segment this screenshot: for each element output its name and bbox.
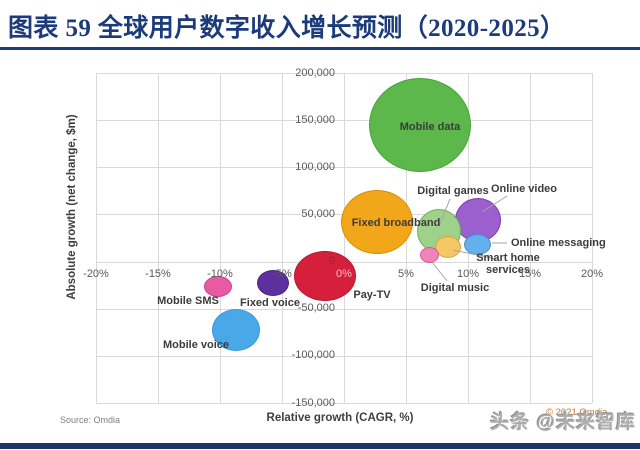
y-tick-label: 50,000 <box>301 207 335 220</box>
y-tick-label: 0 <box>328 255 335 268</box>
bubble-label-online-video: Online video <box>490 183 558 195</box>
bubble-mobile-voice <box>212 309 261 352</box>
gridline-vertical <box>344 73 345 403</box>
gridline-vertical <box>220 73 221 403</box>
gridline-horizontal <box>96 403 592 405</box>
gridline-vertical <box>158 73 159 403</box>
bubble-label-pay-tv: Pay-TV <box>353 289 391 301</box>
bubble-label-digital-games: Digital games <box>417 185 489 197</box>
bottom-bar <box>0 443 640 449</box>
gridline-vertical <box>96 73 97 403</box>
x-tick-label: 10% <box>456 268 480 280</box>
y-tick-label: 100,000 <box>295 160 335 173</box>
bubble-label-online-messaging: Online messaging <box>511 237 606 249</box>
x-tick-label: 20% <box>580 268 604 280</box>
bubble-fixed-voice <box>257 270 290 297</box>
gridline-horizontal <box>96 73 592 75</box>
bubble-label-mobile-sms: Mobile SMS <box>157 295 219 307</box>
y-tick-label: 200,000 <box>295 66 335 79</box>
bubble-label-digital-music: Digital music <box>420 282 490 294</box>
gridline-horizontal <box>96 120 592 122</box>
y-axis-title: Absolute growth (net change, $m) <box>66 114 78 300</box>
y-tick-label: -150,000 <box>291 396 335 409</box>
x-tick-label: 0% <box>336 268 352 280</box>
bubble-label-mobile-data: Mobile data <box>399 121 461 133</box>
bubble-label-mobile-voice: Mobile voice <box>162 339 230 351</box>
bubble-smart-home-services <box>435 236 462 259</box>
source-note: Source: Omdia <box>60 415 121 425</box>
bubble-mobile-data <box>368 77 471 172</box>
x-tick-label: -5% <box>272 268 292 280</box>
leader-line-digital-music <box>431 261 448 282</box>
x-tick-label: 15% <box>518 268 542 280</box>
figure-title: 图表 59 全球用户数字收入增长预测（2020-2025） <box>8 15 566 42</box>
gridline-vertical <box>592 73 593 403</box>
x-tick-label: -10% <box>207 268 233 280</box>
bubble-mobile-sms <box>203 275 232 297</box>
watermark: 头条 @未来智库 <box>490 412 636 433</box>
y-tick-label: 150,000 <box>295 113 335 126</box>
y-tick-label: -100,000 <box>291 349 335 362</box>
gridline-vertical <box>530 73 531 403</box>
gridline-horizontal <box>96 167 592 169</box>
bubble-label-fixed-voice: Fixed voice <box>240 297 300 309</box>
y-tick-label: -50,000 <box>297 302 335 315</box>
bubble-fixed-broadband <box>341 190 414 254</box>
bubble-pay-tv <box>294 250 357 301</box>
bubble-label-fixed-broadband: Fixed broadband <box>351 217 441 229</box>
x-tick-label: -20% <box>83 268 109 280</box>
gridline-vertical <box>282 73 283 403</box>
bubble-digital-music <box>420 247 440 263</box>
copyright-note: © 2021 Omdia <box>546 407 608 418</box>
x-tick-label: 5% <box>398 268 414 280</box>
gridline-horizontal <box>96 355 592 357</box>
x-axis-title: Relative growth (CAGR, %) <box>266 412 414 424</box>
title-underline <box>0 47 640 50</box>
x-tick-label: -15% <box>145 268 171 280</box>
gridline-horizontal <box>96 308 592 310</box>
